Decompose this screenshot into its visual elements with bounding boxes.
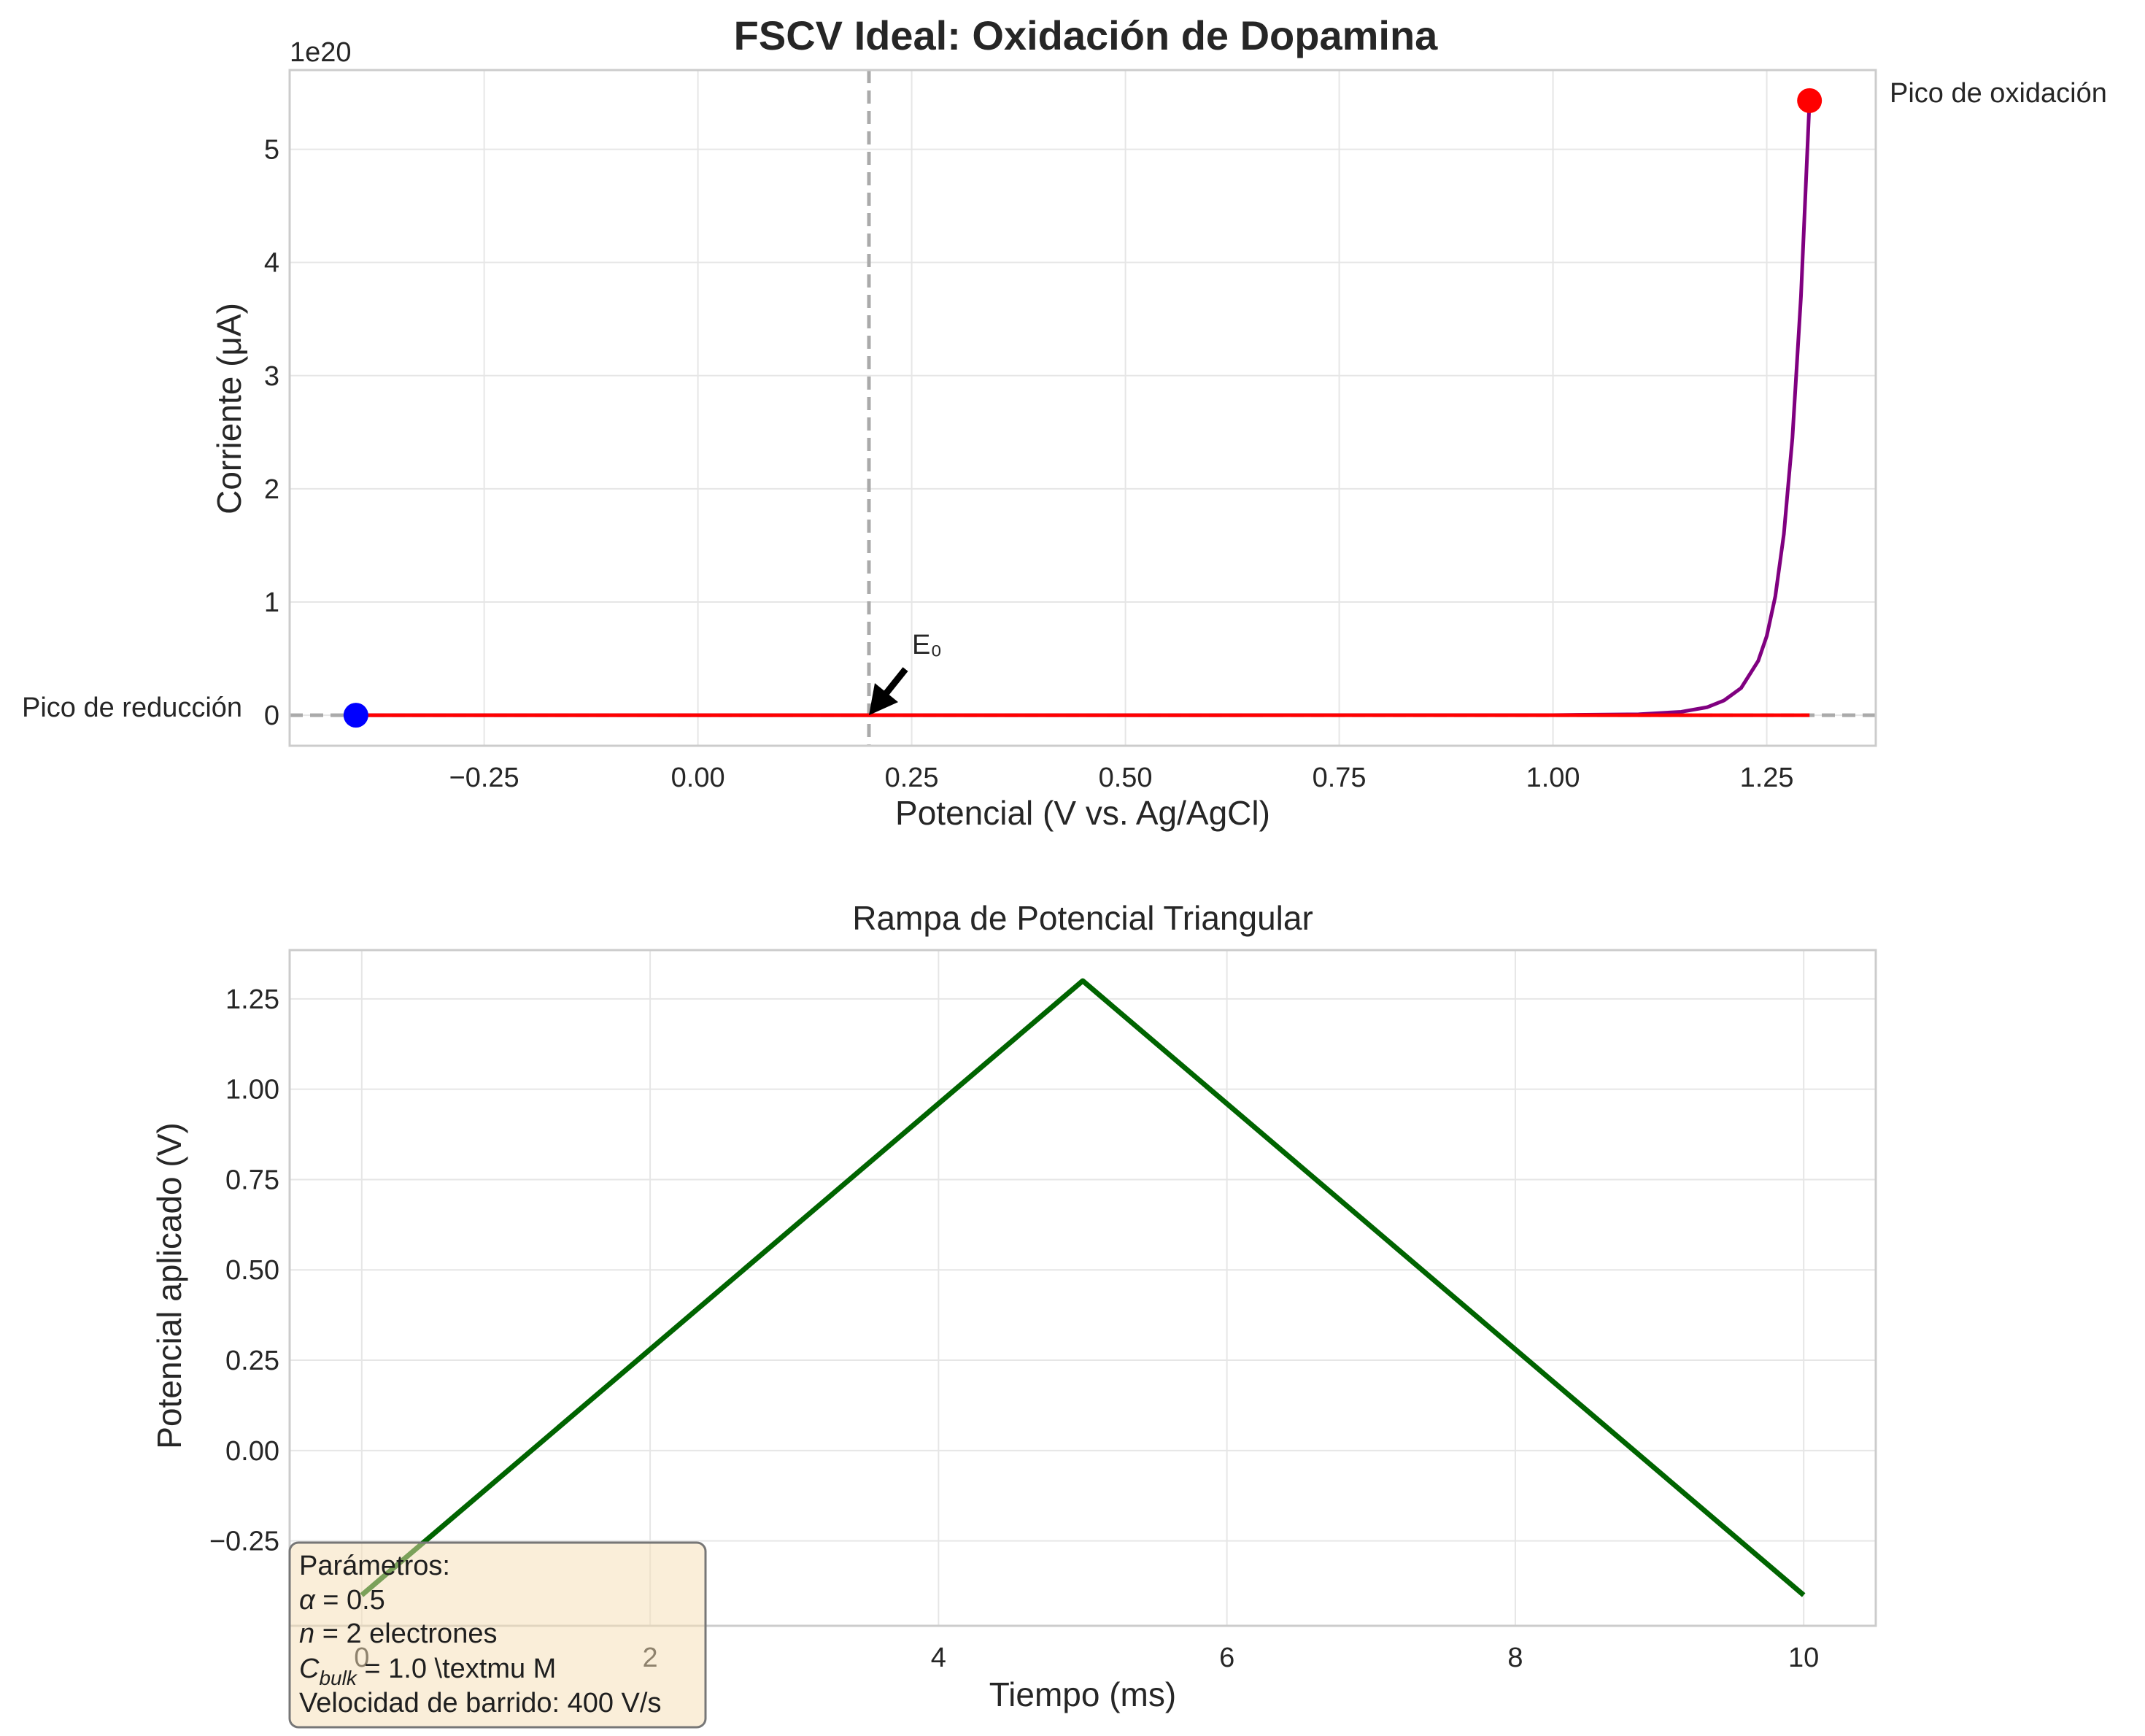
x-tick-label: 0.00 [671,763,725,793]
param-cbulk-symbol: C [299,1654,320,1684]
top-x-ticks: −0.25 0.00 0.25 0.50 0.75 1.00 1.25 [449,763,1794,793]
bottom-plot-frame [288,949,1877,1627]
y-tick-label: 0.00 [225,1436,279,1467]
y-tick-label: 0 [264,701,279,731]
param-alpha: α = 0.5 [299,1585,385,1616]
x-tick-label: −0.25 [449,763,519,793]
param-cbulk-subscript: bulk [319,1667,358,1689]
param-alpha-value: = 0.5 [315,1585,385,1616]
reduction-peak-marker [343,703,368,728]
y-offset-label: 1e20 [290,37,352,68]
param-cbulk: Cbulk = 1.0 \textmu M [299,1654,556,1689]
x-tick-label: 6 [1219,1643,1234,1673]
top-chart: FSCV Ideal: Oxidación de Dopamina −0.25 0… [22,12,2107,832]
reduction-peak-label: Pico de reducción [22,693,242,723]
bottom-grid [290,950,1876,1626]
bottom-chart: Rampa de Potencial Triangular 0246810 −0… [150,899,1877,1713]
parameters-heading: Parámetros: [299,1551,450,1581]
y-tick-label: 0.75 [225,1165,279,1195]
y-tick-label: 5 [264,135,279,166]
y-tick-label: 1.25 [225,984,279,1015]
x-tick-label: 1.25 [1740,763,1794,793]
chart-title: Rampa de Potencial Triangular [852,899,1313,937]
bottom-series [360,978,1806,1597]
y-tick-label: 1 [264,587,279,618]
y-tick-label: −0.25 [209,1527,279,1557]
bottom-y-ticks: −0.25 0.00 0.25 0.50 0.75 1.00 1.25 [209,984,279,1557]
top-plot-background [290,70,1876,746]
x-tick-label: 10 [1788,1643,1819,1673]
top-y-axis-label: Corriente (μA) [210,303,248,514]
top-y-ticks: 0 1 2 3 4 5 [264,135,279,732]
top-plot-frame [288,69,1877,747]
parameters-box: Parámetros: α = 0.5 n = 2 electrones Cbu… [288,1541,707,1729]
e0-arrow-shaft [882,667,908,697]
param-n-symbol: n [299,1619,314,1649]
e0-arrow-head [869,683,899,716]
potential-ramp-line [360,978,1806,1597]
bottom-x-axis-label: Tiempo (ms) [989,1675,1176,1713]
x-tick-label: 0.25 [885,763,939,793]
y-tick-label: 3 [264,361,279,392]
e0-label: E₀ [912,630,942,660]
top-x-axis-label: Potencial (V vs. Ag/AgCl) [895,794,1270,832]
bottom-plot-background [290,950,1876,1626]
x-tick-label: 8 [1507,1643,1523,1673]
y-tick-label: 2 [264,474,279,505]
param-alpha-symbol: α [299,1585,316,1616]
y-tick-label: 0.25 [225,1346,279,1376]
x-tick-label: 0.50 [1099,763,1153,793]
param-scan-rate: Velocidad de barrido: 400 V/s [299,1688,661,1718]
oxidation-peak-marker [1797,88,1823,113]
top-series [355,100,1812,717]
e0-arrow [869,667,908,716]
param-n: n = 2 electrones [299,1619,497,1649]
chart-title: FSCV Ideal: Oxidación de Dopamina [734,12,1438,58]
top-reference-lines [290,70,1876,746]
y-tick-label: 4 [264,248,279,279]
y-tick-label: 0.50 [225,1255,279,1286]
y-tick-label: 1.00 [225,1075,279,1106]
top-markers [343,88,1823,728]
x-tick-label: 0.75 [1313,763,1367,793]
param-n-value: = 2 electrones [314,1619,497,1649]
parameters-box-background [288,1541,707,1729]
param-cbulk-value: = 1.0 \textmu M [357,1654,557,1684]
x-tick-label: 4 [931,1643,946,1673]
bottom-y-axis-label: Potencial aplicado (V) [150,1122,188,1448]
x-tick-label: 1.00 [1526,763,1580,793]
oxidation-peak-label: Pico de oxidación [1890,78,2107,109]
